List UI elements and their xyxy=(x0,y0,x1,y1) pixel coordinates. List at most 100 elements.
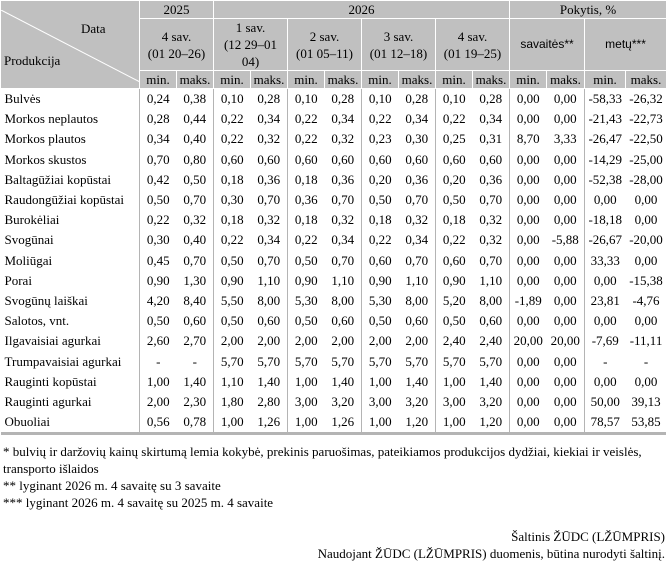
max-value: 2,00 xyxy=(251,331,288,351)
max-value: - xyxy=(177,351,214,371)
product-name: Baltagūžiai kopūstai xyxy=(1,170,140,190)
max-value: 0,32 xyxy=(325,210,362,230)
min-value: 1,00 xyxy=(362,372,399,392)
week-range: (01 12–18) xyxy=(362,45,435,62)
min-value: 0,50 xyxy=(288,311,325,331)
min-value: 3,00 xyxy=(362,392,399,412)
min-value: 0,00 xyxy=(510,150,547,170)
product-name: Trumpavaisiai agurkai xyxy=(1,351,140,371)
product-name: Svogūnai xyxy=(1,230,140,250)
min-value: 0,28 xyxy=(140,109,177,129)
min-value: 5,70 xyxy=(362,351,399,371)
max-value: 0,70 xyxy=(325,251,362,271)
max-value: 0,31 xyxy=(473,129,510,149)
max-value: 2,00 xyxy=(325,331,362,351)
min-header: min. xyxy=(510,71,547,89)
min-value: 2,00 xyxy=(362,331,399,351)
max-value: 3,20 xyxy=(325,392,362,412)
min-value: 0,22 xyxy=(288,109,325,129)
max-value: 0,60 xyxy=(399,311,436,331)
min-value: 0,22 xyxy=(288,230,325,250)
product-name: Rauginti kopūstai xyxy=(1,372,140,392)
max-value: 1,10 xyxy=(325,271,362,291)
min-value: 0,50 xyxy=(362,311,399,331)
week-header: 1 sav.(12 29–01 04) xyxy=(214,19,288,71)
min-value: 5,50 xyxy=(214,291,251,311)
product-name: Morkos plautos xyxy=(1,129,140,149)
min-value: 3,00 xyxy=(288,392,325,412)
min-value: 0,00 xyxy=(510,392,547,412)
min-value: 0,60 xyxy=(214,150,251,170)
week-label: 4 sav. xyxy=(140,28,213,45)
max-value: 2,30 xyxy=(177,392,214,412)
max-value: 0,60 xyxy=(325,150,362,170)
max-value: 0,70 xyxy=(399,251,436,271)
min-value: 0,36 xyxy=(288,190,325,210)
min-value: 0,00 xyxy=(510,230,547,250)
min-value: 1,80 xyxy=(214,392,251,412)
min-value: 1,00 xyxy=(436,372,473,392)
min-value: 5,20 xyxy=(436,291,473,311)
min-value: 0,18 xyxy=(214,170,251,190)
min-header: min. xyxy=(436,71,473,89)
min-value: 0,60 xyxy=(362,150,399,170)
min-value: 0,90 xyxy=(362,271,399,291)
min-value: 1,10 xyxy=(214,372,251,392)
min-value: 5,70 xyxy=(288,351,325,371)
min-value: 0,00 xyxy=(510,170,547,190)
min-value: 0,00 xyxy=(510,372,547,392)
min-value: 0,22 xyxy=(436,109,473,129)
min-value: 0,50 xyxy=(214,311,251,331)
max-value: 0,32 xyxy=(473,210,510,230)
min-value: 0,10 xyxy=(214,89,251,110)
max-value: 0,78 xyxy=(177,412,214,434)
max-value: 0,28 xyxy=(251,89,288,110)
product-name: Morkos neplautos xyxy=(1,109,140,129)
max-value: 0,00 xyxy=(547,372,585,392)
max-value: 8,40 xyxy=(177,291,214,311)
max-value: 2,00 xyxy=(399,331,436,351)
max-value: 5,70 xyxy=(251,351,288,371)
max-header: maks. xyxy=(399,71,436,89)
product-name: Rauginti agurkai xyxy=(1,392,140,412)
max-value: 0,36 xyxy=(251,170,288,190)
max-value: 0,60 xyxy=(251,150,288,170)
corner-data-label: Data xyxy=(81,20,106,37)
min-value: 0,00 xyxy=(585,271,626,291)
min-value: 0,70 xyxy=(140,150,177,170)
min-value: 0,22 xyxy=(140,210,177,230)
min-value: 0,50 xyxy=(214,251,251,271)
product-name: Ilgavaisiai agurkai xyxy=(1,331,140,351)
min-value: 0,90 xyxy=(214,271,251,291)
max-value: 0,70 xyxy=(177,190,214,210)
max-value: 0,36 xyxy=(399,170,436,190)
max-value: 0,70 xyxy=(177,251,214,271)
min-header: min. xyxy=(288,71,325,89)
min-value: 0,22 xyxy=(362,109,399,129)
max-value: 0,00 xyxy=(547,190,585,210)
max-header: maks. xyxy=(473,71,510,89)
min-value: -21,43 xyxy=(585,109,626,129)
change-week-header: savaitės** xyxy=(510,19,585,71)
min-value: 0,50 xyxy=(288,251,325,271)
week-label: 1 sav. xyxy=(214,19,287,36)
max-value: 0,40 xyxy=(177,230,214,250)
min-value: 0,24 xyxy=(140,89,177,110)
max-value: 0,70 xyxy=(251,190,288,210)
min-value: 0,00 xyxy=(510,311,547,331)
min-value: 0,00 xyxy=(510,210,547,230)
max-value: 0,00 xyxy=(547,109,585,129)
max-value: 0,50 xyxy=(177,170,214,190)
min-value: 0,00 xyxy=(510,351,547,371)
min-value: 1,00 xyxy=(214,412,251,434)
max-value: 0,34 xyxy=(251,230,288,250)
min-value: 0,22 xyxy=(214,129,251,149)
week-label: 2 sav. xyxy=(288,28,361,45)
